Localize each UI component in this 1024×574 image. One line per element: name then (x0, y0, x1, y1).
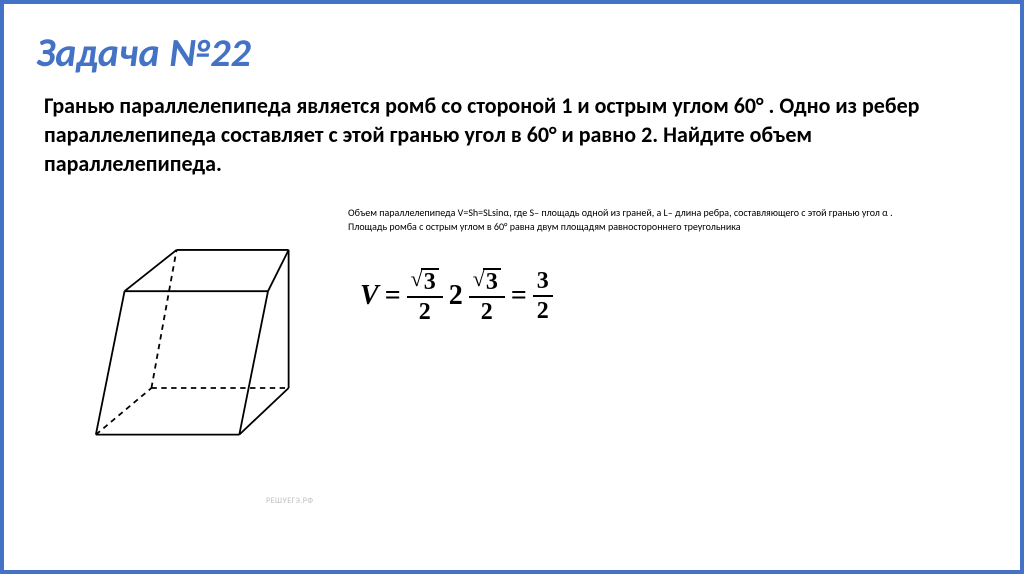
fraction-2: √3 2 (469, 267, 505, 324)
explanation-line-1: Объем параллелепипеда V=Sh=SLsinα, где S… (348, 206, 988, 220)
problem-text: Гранью параллелепипеда является ромб со … (36, 91, 988, 178)
result-den: 2 (533, 297, 553, 323)
den-1: 2 (415, 298, 435, 324)
fraction-1: √3 2 (407, 267, 443, 324)
volume-formula: V = √3 2 2 √3 2 = 3 2 (360, 267, 988, 324)
middle-factor: 2 (449, 280, 463, 312)
equals-sign-2: = (511, 280, 527, 312)
parallelepiped-figure (60, 196, 320, 476)
sqrt-arg-1: 3 (421, 268, 439, 294)
slide-title: Задача №22 (36, 28, 988, 77)
result-num: 3 (533, 269, 553, 297)
den-2: 2 (477, 298, 497, 324)
source-watermark: РЕШУЕГЭ.РФ (266, 496, 314, 506)
equals-sign: = (385, 280, 401, 312)
fraction-result: 3 2 (533, 269, 553, 323)
formula-lhs: V (360, 280, 379, 312)
explanation-line-2: Площадь ромба с острым углом в 60° равна… (348, 220, 988, 234)
sqrt-arg-2: 3 (483, 268, 501, 294)
